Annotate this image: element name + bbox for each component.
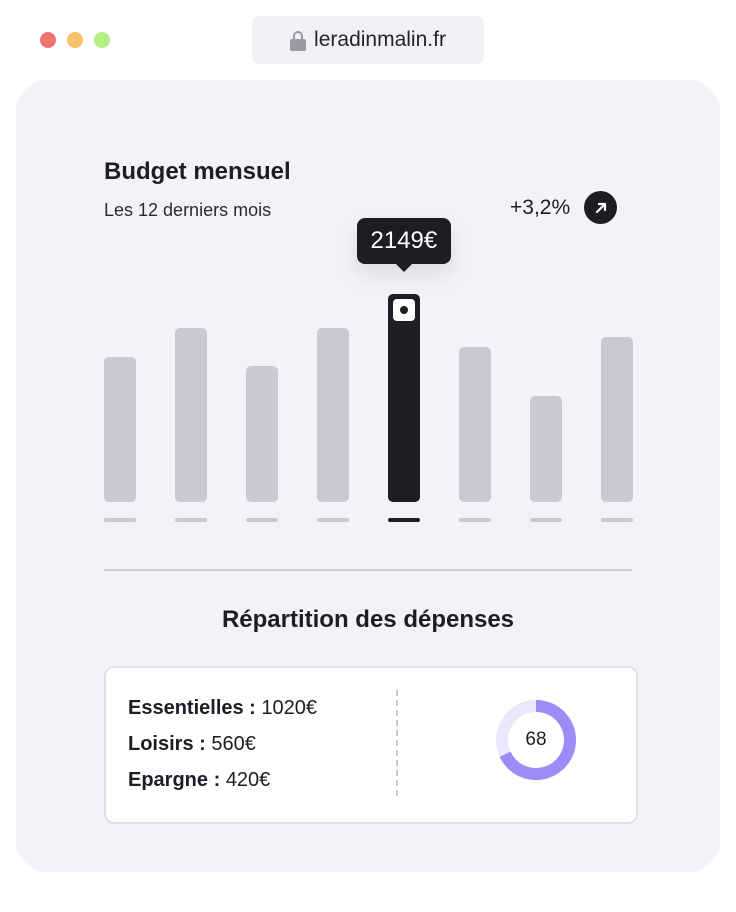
score-donut: 68 (496, 700, 576, 780)
expense-item-epargne: Epargne : 420€ (128, 762, 317, 798)
chart-bar[interactable] (246, 366, 278, 502)
chart-tick (104, 518, 136, 522)
donut-value: 68 (525, 729, 547, 750)
chart-tooltip: 2149€ (356, 218, 452, 272)
chart-bar[interactable] (459, 347, 491, 502)
dashed-separator (396, 690, 398, 796)
expense-label: Loisirs : (128, 733, 206, 755)
expense-label: Epargne : (128, 769, 221, 791)
chart-tick (246, 518, 278, 522)
trend-indicator: +3,2% (510, 191, 618, 224)
chart-tick (388, 518, 420, 522)
chart-bar[interactable] (175, 328, 207, 502)
chart-tick (175, 518, 207, 522)
donut-chart (496, 700, 576, 780)
chart-tick (530, 518, 562, 522)
expense-list: Essentielles : 1020€ Loisirs : 560€ Epar… (128, 690, 317, 798)
repartition-title: Répartition des dépenses (221, 606, 515, 633)
expense-item-essentielles: Essentielles : 1020€ (128, 690, 317, 726)
maximize-window-button[interactable] (94, 32, 110, 48)
chart-bar[interactable] (317, 328, 349, 502)
window-controls (40, 32, 110, 48)
donut-arc (496, 700, 576, 780)
minimize-window-button[interactable] (67, 32, 83, 48)
budget-subtitle: Les 12 derniers mois (104, 200, 272, 220)
chart-bar[interactable] (530, 396, 562, 502)
close-window-button[interactable] (40, 32, 56, 48)
section-divider (104, 569, 632, 571)
expense-value: 560€ (211, 733, 256, 755)
budget-card: Budget mensuel Les 12 derniers mois +3,2… (16, 80, 720, 872)
arrow-up-right-icon[interactable] (584, 191, 618, 224)
expense-value: 420€ (225, 769, 271, 791)
expense-value: 1020€ (261, 697, 318, 719)
budget-title: Budget mensuel (104, 158, 291, 185)
chart-tick (601, 518, 633, 522)
url-text: leradinmalin.fr (314, 28, 446, 51)
address-bar[interactable]: leradinmalin.fr (252, 16, 484, 64)
lock-icon (290, 31, 307, 51)
chart-tick (317, 518, 349, 522)
chart-tick (459, 518, 491, 522)
bar-marker-icon (393, 299, 415, 321)
monthly-budget-chart: 2149€ (16, 80, 720, 540)
expense-breakdown: Essentielles : 1020€ Loisirs : 560€ Epar… (104, 666, 638, 824)
trend-value: +3,2% (510, 195, 571, 219)
chart-bar-active[interactable] (388, 294, 420, 502)
chart-bar[interactable] (601, 337, 633, 502)
expense-label: Essentielles : (128, 697, 256, 719)
chart-bar[interactable] (104, 357, 136, 502)
expense-item-loisirs: Loisirs : 560€ (128, 726, 317, 762)
